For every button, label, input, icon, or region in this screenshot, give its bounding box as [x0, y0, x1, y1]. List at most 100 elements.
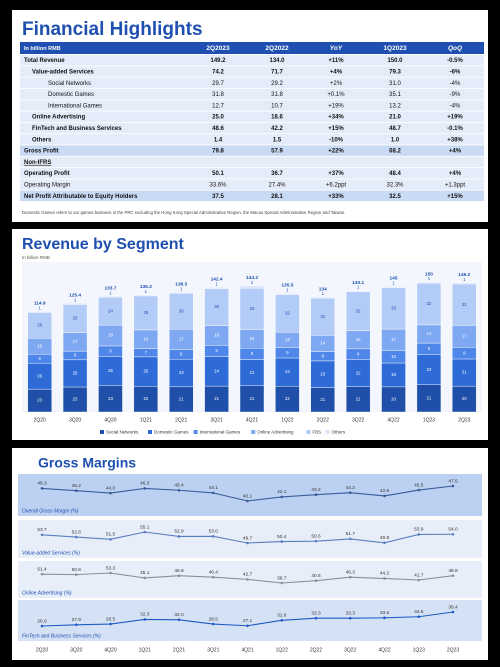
table-cell: Total Revenue	[24, 58, 65, 64]
x-tick-label: 1Q22	[276, 647, 288, 653]
bar-segment	[275, 294, 300, 333]
value-label: 45.5	[414, 482, 424, 488]
segment-label: 30	[179, 308, 184, 313]
table-cell: +6.2ppt	[326, 183, 347, 189]
value-label: 52.6	[72, 529, 82, 535]
value-label: 46.3	[37, 481, 47, 487]
point	[40, 487, 44, 490]
table-cell: Net Profit Attributable to Equity Holder…	[24, 194, 138, 200]
table-row	[20, 100, 484, 111]
bar-segment	[169, 291, 194, 294]
point	[280, 540, 284, 543]
total-label: 135.3	[140, 284, 152, 290]
table-cell: 18.6	[271, 115, 283, 121]
table-cell: Others	[32, 137, 52, 143]
table-cell: 35.1	[389, 92, 401, 98]
table-cell: Value-added Services	[32, 70, 94, 76]
value-label: 49.8	[380, 535, 390, 541]
value-label: 47.5	[448, 478, 458, 484]
x-tick-label: 3Q22	[352, 417, 364, 423]
table-cell: 10.7	[271, 103, 283, 109]
table-cell: 79.8	[212, 149, 224, 155]
segment-label: 24	[285, 369, 290, 374]
point	[177, 488, 181, 492]
segment-label: 32	[462, 302, 467, 307]
table-cell: 134.0	[269, 58, 285, 64]
value-label: 26.9	[37, 618, 47, 624]
segment-label: 9	[463, 350, 466, 355]
point	[314, 493, 318, 497]
total-label: 150	[425, 271, 433, 277]
legend-swatch	[100, 430, 104, 434]
segment-label: 13	[285, 337, 290, 342]
x-tick-label: 2Q21	[175, 417, 187, 423]
table-cell: 32.3%	[386, 183, 404, 189]
bar-segment	[452, 385, 477, 413]
table-cell: +0.1%	[327, 92, 345, 98]
table-header-cell: YoY	[330, 45, 343, 52]
total-label: 145	[390, 276, 398, 282]
table-cell: +11%	[328, 58, 344, 64]
table-cell: 27.4%	[268, 183, 286, 189]
segment-label: 21	[462, 370, 467, 375]
point	[211, 575, 215, 579]
point	[177, 574, 181, 578]
segment-label: 26	[37, 373, 42, 378]
x-tick-label: 4Q22	[378, 647, 390, 653]
point	[314, 539, 318, 543]
bar-segment	[169, 386, 194, 413]
point	[314, 616, 318, 620]
table-cell: Online Advertising	[32, 115, 85, 121]
segment-label: 7	[145, 350, 148, 355]
total-label: 135.5	[281, 283, 293, 289]
point	[40, 624, 44, 628]
table-header-row	[20, 42, 484, 54]
bar-segment	[310, 297, 335, 336]
segment-label: 22	[143, 396, 148, 401]
point	[211, 622, 215, 626]
bar-segment	[416, 384, 442, 413]
bar-segment	[239, 385, 265, 413]
bar-segment	[310, 296, 335, 299]
legend-swatch	[325, 430, 330, 434]
table-cell: +4%	[449, 149, 462, 155]
segment-label: 20	[462, 396, 467, 401]
table-cell: 28.1	[271, 194, 283, 200]
point	[280, 581, 284, 585]
segment-label: 32	[356, 308, 361, 313]
table-cell: 150.0	[387, 58, 403, 64]
segment-label: 23	[37, 398, 42, 403]
segment-label: 32	[427, 301, 432, 306]
bar-segment	[204, 288, 229, 326]
table-header-cell: 2Q2022	[265, 45, 289, 52]
subtitle: In billion RMB	[22, 255, 50, 260]
value-label: 44.2	[346, 485, 356, 491]
point	[74, 535, 78, 539]
bar-segment	[381, 286, 406, 288]
value-label: 33.6	[380, 610, 390, 616]
value-label: 53.9	[414, 527, 424, 533]
segment-label: 8	[180, 352, 183, 357]
segment-label: 16	[143, 336, 148, 341]
point	[417, 615, 421, 619]
segment-label: 17	[73, 339, 78, 344]
value-label: 27.9	[72, 617, 82, 623]
bar-segment	[452, 282, 477, 285]
x-tick-label: 1Q23	[413, 647, 425, 653]
segment-label: 2	[251, 280, 254, 285]
bar-segment	[133, 295, 159, 331]
table-cell: 79.3	[389, 70, 401, 76]
table-cell: +15%	[447, 194, 463, 200]
value-label: 42.1	[277, 489, 287, 495]
point	[143, 618, 147, 621]
value-label: 51.7	[346, 531, 356, 537]
table-cell: +38%	[447, 137, 463, 143]
x-tick-label: 4Q20	[104, 417, 116, 423]
table-row	[20, 156, 484, 168]
value-label: 53.0	[209, 529, 219, 535]
value-label: 34.5	[414, 609, 424, 615]
point	[177, 535, 181, 538]
table-cell: 71.7	[271, 70, 283, 76]
legend-swatch	[251, 430, 256, 434]
